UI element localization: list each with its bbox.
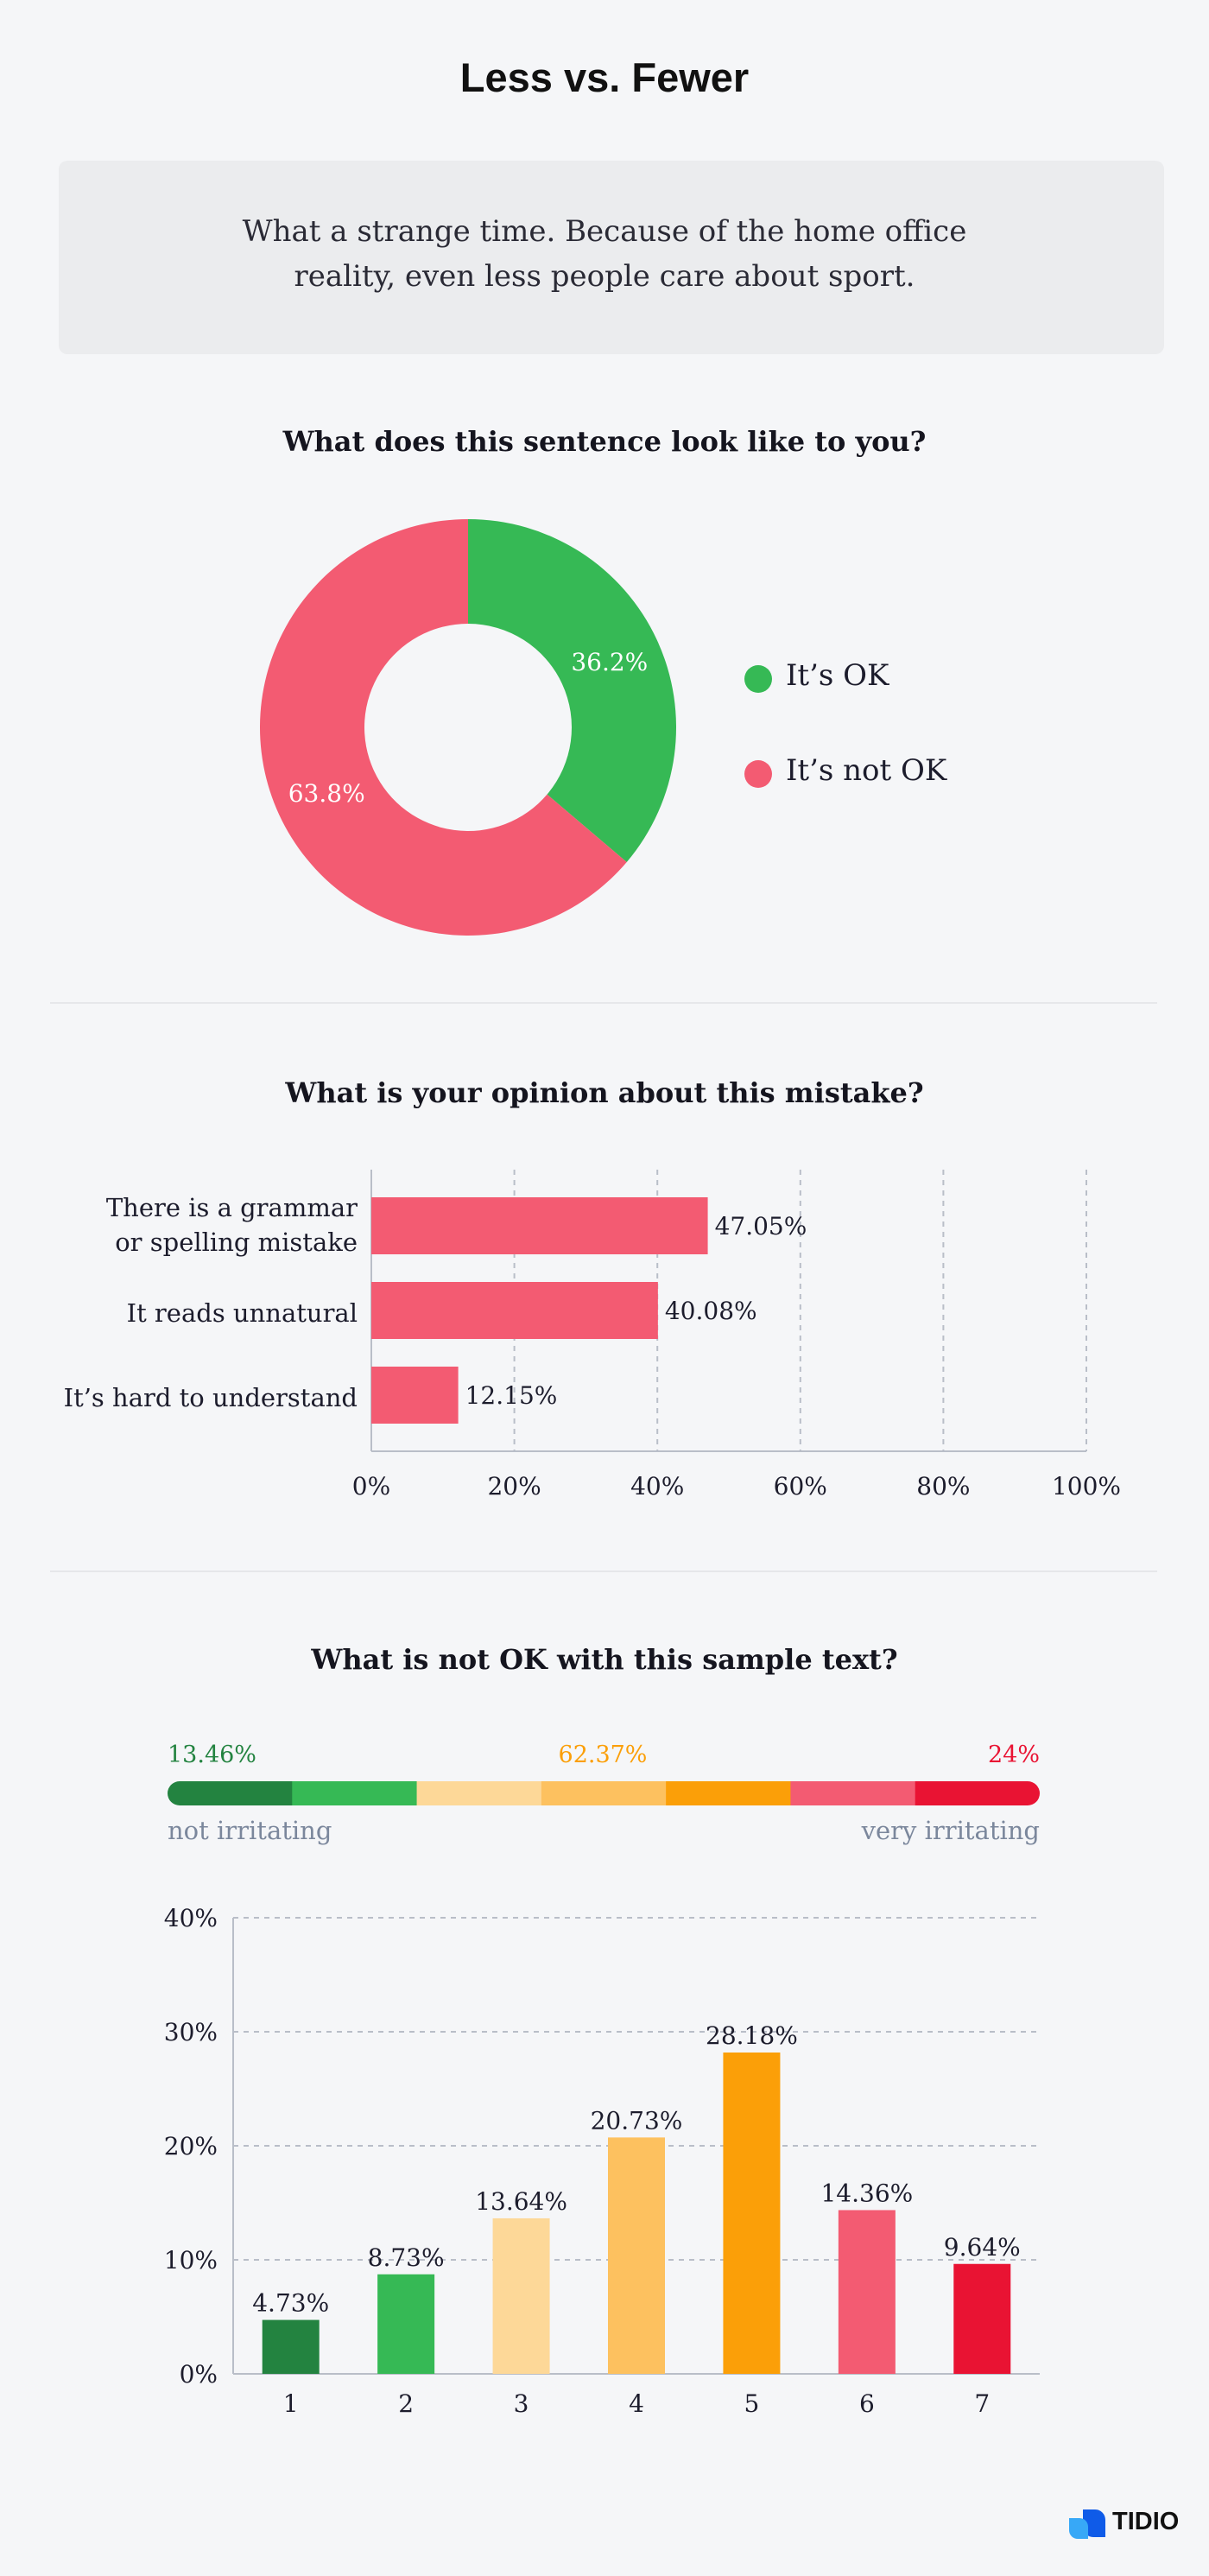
hbar-x-tick-label: 20% [487, 1472, 541, 1501]
hbar-category-3: It’s hard to understand [63, 1383, 358, 1412]
scale-value-low: 13.46% [168, 1742, 256, 1768]
vbar-y-tick-label: 30% [164, 2018, 218, 2046]
vbar-y-tick-label: 0% [180, 2360, 218, 2389]
vbar-bar-6 [838, 2210, 896, 2374]
legend-dot-ok [744, 665, 772, 693]
quote-box [59, 161, 1164, 354]
hbar-value-label-3: 12.15% [465, 1381, 558, 1410]
tidio-logo-text: TIDIO [1112, 2508, 1180, 2535]
chat-bubbles-icon [1069, 2509, 1105, 2539]
vbar-bar-5 [723, 2053, 781, 2374]
vbar-bar-7 [953, 2263, 1011, 2374]
sample-sentence-line-2: reality, even less people care about spo… [294, 259, 915, 294]
hbar-bar-2 [371, 1282, 658, 1339]
scale-segment-5 [666, 1781, 792, 1805]
vbar-y-tick-label: 10% [164, 2246, 218, 2275]
vbar-value-label-2: 8.73% [368, 2243, 445, 2272]
page-title: Less vs. Fewer [459, 54, 750, 100]
vbar-value-label-7: 9.64% [944, 2233, 1021, 2262]
vbar-y-tick-label: 20% [164, 2132, 218, 2160]
hbar-x-tick-label: 60% [774, 1472, 827, 1501]
section-divider [50, 1570, 1157, 1572]
scale-label-low: not irritating [168, 1816, 332, 1845]
hbar-bar-1 [371, 1197, 708, 1254]
hbar-chart: 0% 20% 40% 60% 80% 100% 47.05% 40.08% 12.15% [352, 1170, 1121, 1501]
sample-sentence: What a strange time. Because of the home… [225, 209, 984, 299]
legend-label-not-ok: It’s not OK [786, 753, 947, 788]
hbar-category-1-line-1: There is a grammar [105, 1193, 358, 1222]
hbar-chart-title: What is your opinion about this mistake? [285, 1076, 924, 1109]
vbar-bar-1 [262, 2319, 320, 2374]
donut-chart-title: What does this sentence look like to you… [282, 425, 927, 458]
hbar-value-label-2: 40.08% [665, 1297, 757, 1325]
donut-value-label-2: 63.8% [288, 779, 365, 808]
donut-value-label-1: 36.2% [571, 648, 648, 676]
vbar-chart: 0% 10% 20% 30% 40% 4.73% 1 8.73% 2 13.64% 3 20.73% 4… [164, 1904, 1040, 2418]
hbar-x-tick-label: 80% [916, 1472, 970, 1501]
scale-segment-7 [915, 1781, 1040, 1805]
hbar-x-tick-label: 100% [1052, 1472, 1121, 1501]
vbar-value-label-5: 28.18% [706, 2021, 798, 2050]
vbar-bar-3 [492, 2218, 550, 2374]
vbar-bar-4 [608, 2137, 665, 2374]
vbar-category-label-2: 2 [398, 2389, 414, 2418]
vbar-category-label-4: 4 [629, 2389, 644, 2418]
hbar-x-tick-label: 0% [352, 1472, 390, 1501]
scale-value-high: 24% [987, 1742, 1040, 1768]
vbar-value-label-1: 4.73% [252, 2289, 329, 2318]
scale-segments [168, 1781, 1040, 1805]
vbar-category-label-5: 5 [744, 2389, 760, 2418]
donut-slice-1 [468, 519, 676, 862]
scale-label-high: very irritating [861, 1816, 1040, 1845]
hbar-category-1: There is a grammar or spelling mistake [35, 1190, 358, 1259]
hbar-x-tick-label: 40% [630, 1472, 684, 1501]
hbar-bar-3 [371, 1367, 459, 1424]
scale-segment-1 [168, 1781, 294, 1805]
sample-sentence-line-1: What a strange time. Because of the home… [242, 214, 967, 249]
vbar-category-label-6: 6 [859, 2389, 875, 2418]
donut-chart: 36.2% 63.8% [260, 519, 676, 936]
vbar-y-tick-label: 40% [164, 1904, 218, 1932]
vbar-value-label-6: 14.36% [820, 2179, 913, 2207]
scale-segment-4 [541, 1781, 668, 1805]
vbar-chart-title: What is not OK with this sample text? [311, 1643, 898, 1676]
hbar-category-2: It reads unnatural [126, 1298, 358, 1328]
section-divider [50, 1002, 1157, 1004]
vbar-bar-2 [377, 2274, 435, 2374]
donut-slice-2 [260, 519, 627, 936]
vbar-category-label-1: 1 [283, 2389, 299, 2418]
scale-segment-3 [416, 1781, 542, 1805]
legend-dot-not-ok [744, 760, 772, 788]
vbar-category-label-7: 7 [974, 2389, 990, 2418]
vbar-category-label-3: 3 [514, 2389, 529, 2418]
scale-value-mid: 62.37% [558, 1742, 648, 1768]
hbar-category-1-line-2: or spelling mistake [115, 1228, 358, 1257]
legend-label-ok: It’s OK [786, 658, 889, 693]
scale-segment-6 [790, 1781, 916, 1805]
vbar-value-label-4: 20.73% [591, 2106, 683, 2135]
scale-segment-2 [292, 1781, 418, 1805]
hbar-value-label-1: 47.05% [715, 1212, 807, 1240]
vbar-value-label-3: 13.64% [475, 2187, 567, 2216]
irritation-scale-bar [168, 1781, 1040, 1805]
